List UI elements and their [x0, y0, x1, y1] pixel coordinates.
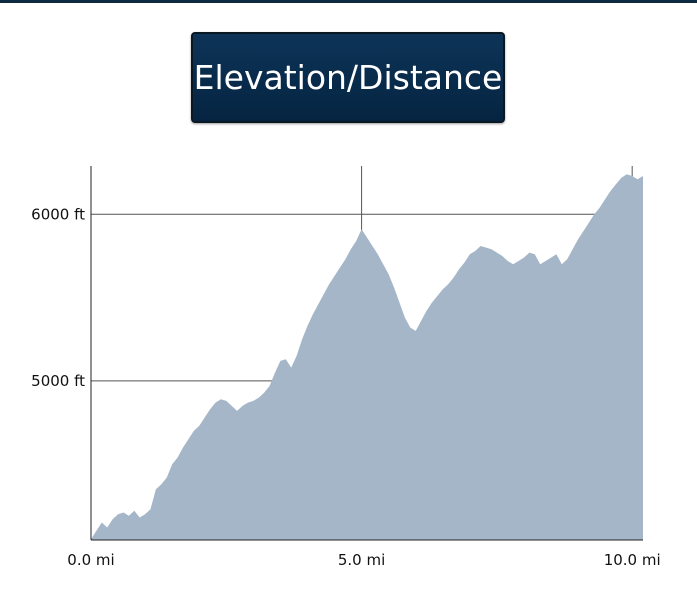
top-bar	[0, 0, 697, 3]
y-tick-label-5000: 5000 ft	[31, 372, 85, 390]
elevation-area	[91, 174, 643, 541]
label-layer: 5000 ft 6000 ft 0.0 mi 5.0 mi 10.0 mi	[31, 205, 660, 569]
chart-title-label: Elevation/Distance	[193, 58, 503, 97]
x-tick-label-10: 10.0 mi	[604, 551, 661, 569]
y-tick-label-6000: 6000 ft	[31, 205, 85, 223]
axis-layer	[90, 166, 643, 541]
chart-title-button[interactable]: Elevation/Distance	[191, 32, 505, 123]
area-layer	[91, 174, 643, 541]
x-tick-label-0: 0.0 mi	[67, 551, 114, 569]
x-tick-label-5: 5.0 mi	[338, 551, 385, 569]
